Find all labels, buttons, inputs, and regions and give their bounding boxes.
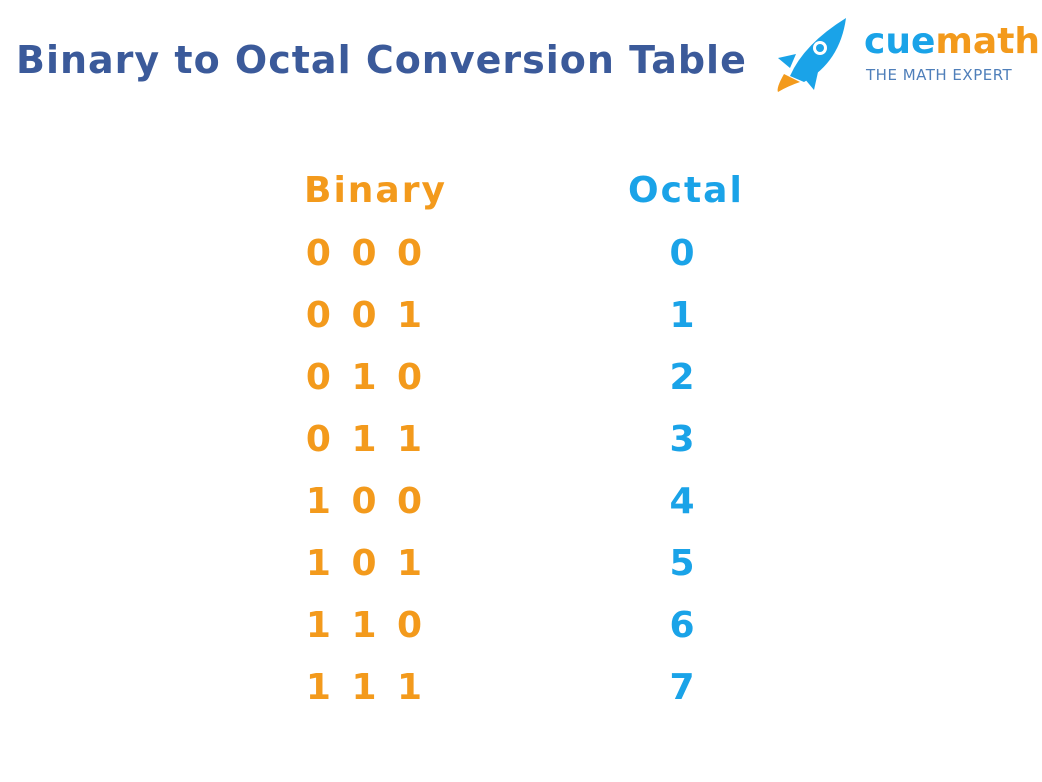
binary-cell: 1 0 1 <box>305 543 427 584</box>
octal-cell: 1 <box>669 295 695 336</box>
table-row: 1 0 1 5 <box>0 542 1042 604</box>
brand-part-math: math <box>935 21 1041 62</box>
table-row: 1 1 1 7 <box>0 666 1042 728</box>
octal-cell: 5 <box>669 543 695 584</box>
binary-cell: 1 1 0 <box>305 605 427 646</box>
octal-column-header: Octal <box>628 170 744 211</box>
binary-cell: 0 1 1 <box>305 419 427 460</box>
table-row: 0 1 0 2 <box>0 356 1042 418</box>
rocket-icon <box>777 18 846 92</box>
brand-tagline: THE MATH EXPERT <box>866 66 1013 84</box>
binary-cell: 1 1 1 <box>305 667 427 708</box>
binary-column-header: Binary <box>304 170 447 211</box>
binary-cell: 0 0 0 <box>305 233 427 274</box>
octal-cell: 4 <box>669 481 695 522</box>
octal-cell: 0 <box>669 233 695 274</box>
brand-part-cue: cue <box>864 21 936 62</box>
binary-cell: 0 0 1 <box>305 295 427 336</box>
table-row: 0 0 1 1 <box>0 294 1042 356</box>
table-row: 0 0 0 0 <box>0 232 1042 294</box>
octal-cell: 6 <box>669 605 695 646</box>
table-row: 1 0 0 4 <box>0 480 1042 542</box>
octal-cell: 2 <box>669 357 695 398</box>
binary-cell: 1 0 0 <box>305 481 427 522</box>
octal-cell: 7 <box>669 667 695 708</box>
binary-cell: 0 1 0 <box>305 357 427 398</box>
conversion-table: 0 0 0 0 0 0 1 1 0 1 0 2 0 1 1 3 1 0 0 4 … <box>0 232 1042 728</box>
table-row: 1 1 0 6 <box>0 604 1042 666</box>
page-title: Binary to Octal Conversion Table <box>16 38 747 82</box>
table-row: 0 1 1 3 <box>0 418 1042 480</box>
brand-name: cuemath <box>864 22 1040 62</box>
cuemath-logo: cuemath THE MATH EXPERT <box>774 14 1040 94</box>
octal-cell: 3 <box>669 419 695 460</box>
